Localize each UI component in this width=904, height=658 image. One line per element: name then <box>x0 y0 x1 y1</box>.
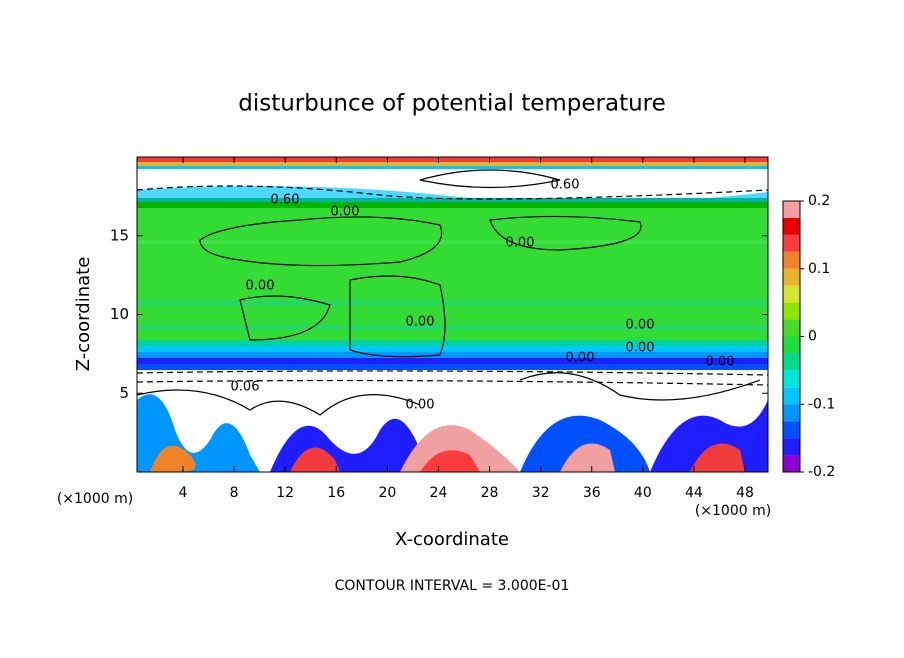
colorbar-swatch <box>783 319 800 337</box>
colorbar-swatch <box>783 404 800 422</box>
colorbar-swatch <box>783 217 800 235</box>
x-tick-label: 20 <box>378 485 396 501</box>
colorbar-swatch <box>783 302 800 320</box>
y-tick-label: 10 <box>110 305 129 323</box>
colorbar-tick-label: 0 <box>808 329 817 345</box>
chart-title: disturbunce of potential temperature <box>238 91 666 117</box>
colorbar-swatch <box>783 285 800 303</box>
colorbar-swatch <box>783 421 800 439</box>
colorbar-tick-label: -0.1 <box>808 396 835 412</box>
contour-label: 0.00 <box>706 355 735 370</box>
contour-label: 0.60 <box>271 193 300 208</box>
contour-label: 0.00 <box>626 318 655 333</box>
colorbar-swatch <box>783 251 800 269</box>
x-unit-label: (×1000 m) <box>695 503 771 519</box>
colorbar-swatch <box>783 370 800 388</box>
colorbar-tick-label: 0.2 <box>808 193 830 209</box>
x-tick-label: 36 <box>583 485 601 501</box>
contour-label: 0.06 <box>231 380 260 395</box>
colorbar-swatch <box>783 234 800 252</box>
x-tick-label: 48 <box>736 485 754 501</box>
contour-label: 0.00 <box>406 315 435 330</box>
colorbar-swatch <box>783 387 800 405</box>
y-tick-label: 5 <box>119 384 129 402</box>
x-tick-label: 32 <box>532 485 550 501</box>
footer: CONTOUR INTERVAL = 3.000E-01 <box>335 578 570 594</box>
x-tick-label: 4 <box>179 485 188 501</box>
x-tick-label: 8 <box>230 485 239 501</box>
x-tick-label: 24 <box>430 485 448 501</box>
x-tick-label: 40 <box>634 485 652 501</box>
x-tick-label: 12 <box>276 485 294 501</box>
x-unit-label: (×1000 m) <box>57 491 133 507</box>
contour-label: 0.00 <box>626 341 655 356</box>
x-tick-label: 16 <box>327 485 345 501</box>
x-tick-label: 28 <box>481 485 499 501</box>
colorbar-swatch <box>783 438 800 456</box>
colorbar-swatch <box>783 201 800 218</box>
colorbar-swatch <box>783 268 800 286</box>
contour-label: 0.00 <box>331 205 360 220</box>
field-image <box>137 157 768 472</box>
y-axis-label: Z-coordinate <box>73 257 94 372</box>
contour-label: 0.00 <box>406 398 435 413</box>
colorbar-swatch <box>783 353 800 371</box>
colorbar-swatch <box>783 336 800 354</box>
contour-label: 0.60 <box>551 178 580 193</box>
colorbar-tick-label: 0.1 <box>808 261 830 277</box>
x-axis-label: X-coordinate <box>395 529 509 550</box>
colorbar-swatch <box>783 455 800 472</box>
contour-label: 0.00 <box>246 279 275 294</box>
colorbar-tick-label: -0.2 <box>808 464 835 480</box>
y-tick-label: 15 <box>110 226 129 244</box>
contour-label: 0.00 <box>506 236 535 251</box>
x-tick-label: 44 <box>685 485 703 501</box>
contour-label: 0.00 <box>566 351 595 366</box>
